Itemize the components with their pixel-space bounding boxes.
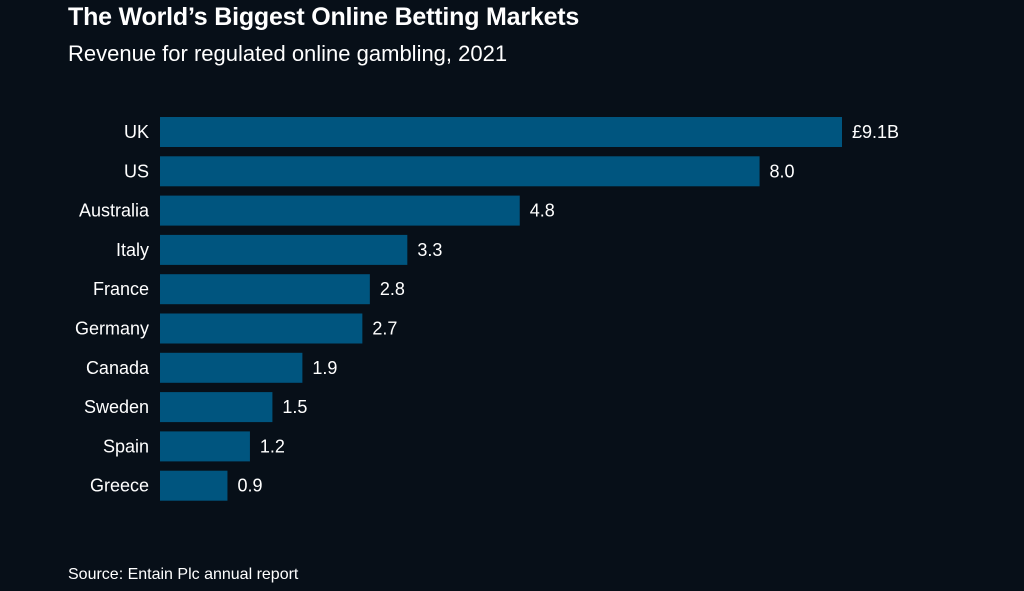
value-label: 1.9 xyxy=(312,358,337,378)
value-label: 1.5 xyxy=(282,397,307,417)
category-label: Spain xyxy=(103,436,149,456)
category-label: Sweden xyxy=(84,397,149,417)
chart-source-note: Source: Entain Plc annual report xyxy=(68,566,299,583)
value-label: 2.7 xyxy=(372,319,397,339)
value-label: 3.3 xyxy=(417,240,442,260)
chart-subtitle: Revenue for regulated online gambling, 2… xyxy=(68,41,508,66)
value-label: 4.8 xyxy=(530,201,555,221)
category-label: Canada xyxy=(86,358,150,378)
bar-italy xyxy=(160,234,408,265)
category-label: US xyxy=(124,161,149,181)
bar-france xyxy=(160,274,370,305)
category-label: Australia xyxy=(79,201,150,221)
category-label: UK xyxy=(124,122,149,142)
value-label: 0.9 xyxy=(237,476,262,496)
category-label: Greece xyxy=(90,476,149,496)
bar-sweden xyxy=(160,392,273,423)
category-label: France xyxy=(93,279,149,299)
bar-us xyxy=(160,156,760,187)
chart-title: The World’s Biggest Online Betting Marke… xyxy=(68,3,580,31)
value-label: 1.2 xyxy=(260,436,285,456)
bars-layer: UK £9.1B US 8.0 Australia 4.8 Italy 3.3 France 2.… xyxy=(75,117,899,501)
bar-canada xyxy=(160,352,303,383)
category-label: Italy xyxy=(116,240,149,260)
bar-spain xyxy=(160,431,250,462)
value-label: £9.1B xyxy=(852,122,899,142)
value-label: 2.8 xyxy=(380,279,405,299)
bar-uk xyxy=(160,117,842,147)
bar-germany xyxy=(160,313,363,344)
value-label: 8.0 xyxy=(770,161,795,181)
category-label: Germany xyxy=(75,319,149,339)
bar-greece xyxy=(160,470,228,501)
bar-australia xyxy=(160,195,520,226)
